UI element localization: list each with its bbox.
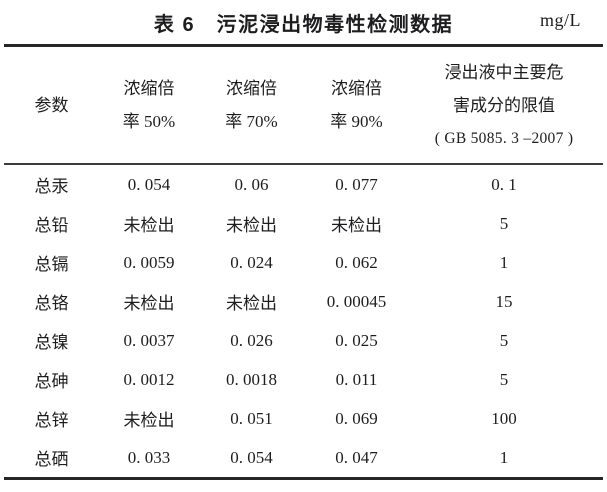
cell-c90: 0. 077 — [335, 174, 378, 194]
table-row: 总硒 0. 033 0. 054 0. 047 1 — [4, 438, 603, 477]
table-title: 表 6 污泥浸出物毒性检测数据 — [153, 13, 454, 36]
header-cell-limit: 浸出液中主要危 害成分的限值 ( GB 5085. 3 –2007 ) — [409, 56, 599, 155]
cell-limit: 15 — [495, 291, 513, 311]
cell-limit: 5 — [499, 330, 509, 350]
table-row: 总镉 0. 0059 0. 024 0. 062 1 — [4, 243, 603, 282]
row-param-label: 总铬 — [34, 294, 69, 313]
row-param-label: 总砷 — [34, 372, 69, 391]
row-param-label: 总汞 — [34, 177, 69, 196]
table-row: 总铅 未检出 未检出 未检出 5 — [4, 204, 603, 243]
cell-c70: 0. 06 — [234, 174, 269, 194]
cell-c70: 0. 0018 — [226, 369, 277, 389]
table-body: 总汞 0. 054 0. 06 0. 077 0. 1 总铅 未检出 未检出 未检出 5 总镉 0. … — [4, 165, 603, 477]
cell-c70: 0. 054 — [230, 447, 273, 467]
table-row: 总锌 未检出 0. 051 0. 069 100 — [4, 399, 603, 438]
cell-limit: 0. 1 — [491, 174, 517, 194]
cell-c90: 0. 069 — [335, 408, 378, 428]
table-row: 总砷 0. 0012 0. 0018 0. 011 5 — [4, 360, 603, 399]
header-line: 率 90% — [330, 112, 383, 131]
cell-c90: 0. 062 — [335, 252, 378, 272]
header-line: 浓缩倍 — [226, 79, 277, 98]
row-param-label: 总镉 — [34, 255, 69, 274]
header-line: 参数 — [34, 95, 69, 115]
cell-c90: 未检出 — [331, 216, 382, 235]
cell-c70: 0. 051 — [230, 408, 273, 428]
cell-limit: 100 — [491, 408, 517, 428]
table-row: 总汞 0. 054 0. 06 0. 077 0. 1 — [4, 165, 603, 204]
header-line: 率 70% — [225, 112, 278, 131]
header-line: 浸出液中主要危 — [444, 62, 564, 82]
cell-c70: 未检出 — [226, 216, 277, 235]
header-cell-param: 参数 — [4, 89, 99, 122]
cell-c70: 0. 024 — [230, 252, 273, 272]
cell-c50: 0. 0012 — [123, 369, 175, 389]
cell-c50: 未检出 — [123, 294, 175, 313]
cell-c50: 未检出 — [123, 411, 175, 430]
cell-limit: 5 — [499, 369, 509, 389]
cell-c50: 0. 054 — [127, 174, 171, 194]
top-rule — [4, 44, 603, 47]
unit-label: mg/L — [540, 9, 581, 30]
header-line: 浓缩倍 — [123, 79, 175, 98]
header-separator-rule — [4, 163, 603, 165]
cell-c50: 0. 0037 — [123, 330, 175, 350]
cell-c90: 0. 011 — [335, 369, 378, 389]
header-line: 害成分的限值 — [453, 95, 555, 115]
cell-c50: 0. 0059 — [123, 252, 175, 272]
table-row: 总镍 0. 0037 0. 026 0. 025 5 — [4, 321, 603, 360]
cell-c90: 0. 025 — [335, 330, 378, 350]
cell-c90: 0. 047 — [335, 447, 378, 467]
table-caption-row: 表 6 污泥浸出物毒性检测数据 mg/L — [4, 0, 603, 44]
table-header-row: 参数 浓缩倍率 50% 浓缩倍率 70% 浓缩倍率 90% 浸出液中主要危 害成分的限值(… — [4, 47, 603, 163]
cell-limit: 5 — [499, 213, 509, 233]
cell-c50: 未检出 — [123, 216, 175, 235]
row-param-label: 总镍 — [34, 333, 69, 352]
cell-limit: 1 — [499, 447, 509, 467]
header-cell-c90: 浓缩倍率 90% — [304, 72, 409, 138]
header-line: 率 50% — [122, 112, 176, 131]
cell-c70: 0. 026 — [230, 330, 273, 350]
table-row: 总铬 未检出 未检出 0. 00045 15 — [4, 282, 603, 321]
row-param-label: 总锌 — [34, 411, 69, 430]
header-cell-c50: 浓缩倍率 50% — [99, 72, 199, 138]
row-param-label: 总铅 — [34, 216, 69, 235]
cell-c50: 0. 033 — [127, 447, 171, 467]
header-line: 浓缩倍 — [331, 79, 382, 98]
header-line: ( GB 5085. 3 –2007 ) — [434, 129, 574, 147]
cell-limit: 1 — [499, 252, 509, 272]
cell-c70: 未检出 — [226, 294, 277, 313]
cell-c90: 0. 00045 — [326, 291, 387, 311]
header-cell-c70: 浓缩倍率 70% — [199, 72, 304, 138]
row-param-label: 总硒 — [34, 450, 69, 469]
bottom-rule — [4, 477, 603, 480]
